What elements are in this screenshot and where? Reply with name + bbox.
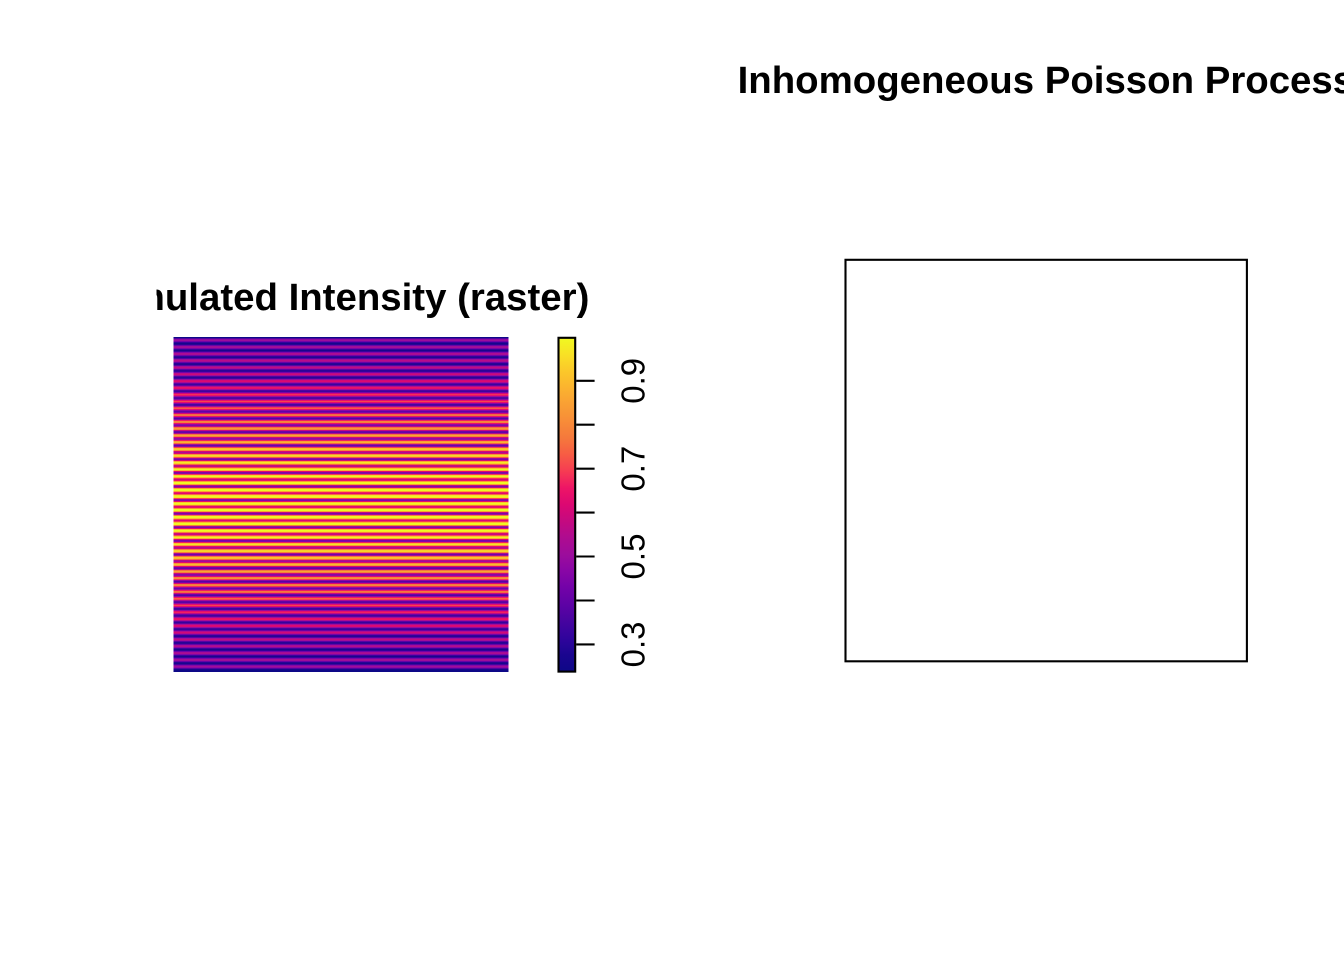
svg-text:0.7: 0.7	[615, 446, 652, 492]
svg-text:0.9: 0.9	[615, 358, 652, 404]
svg-text:0.5: 0.5	[615, 534, 652, 580]
svg-text:Inhomogeneous Poisson Process: Inhomogeneous Poisson Process	[738, 59, 1344, 102]
svg-text:0.3: 0.3	[615, 621, 652, 667]
svg-text:Simulated Intensity (raster): Simulated Intensity (raster)	[94, 276, 589, 319]
